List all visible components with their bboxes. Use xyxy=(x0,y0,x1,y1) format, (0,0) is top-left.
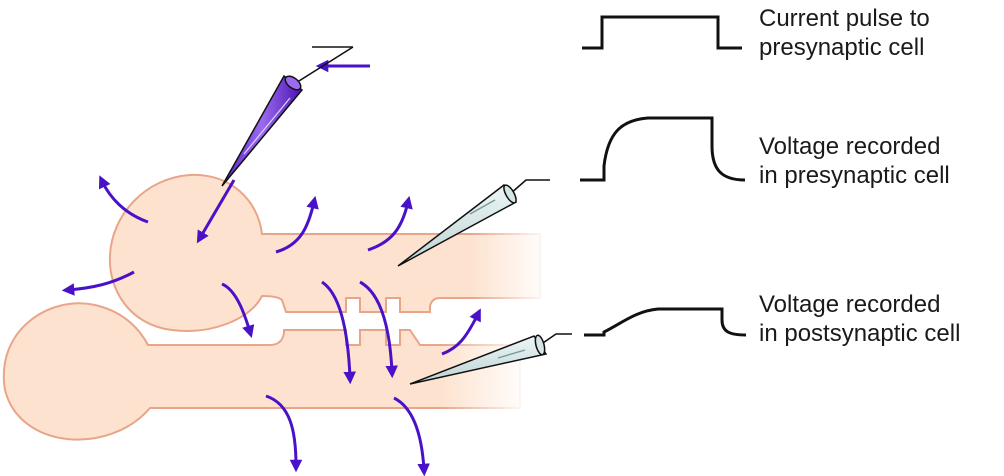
current-arrow xyxy=(441,308,481,356)
current-arrow xyxy=(221,282,255,339)
current-arrow xyxy=(98,175,149,224)
current-arrow xyxy=(393,396,430,476)
postsynaptic-voltage-label-line-2: in postsynaptic cell xyxy=(759,320,961,347)
presynaptic-voltage-trace xyxy=(580,116,746,182)
presynaptic-cell xyxy=(108,173,541,332)
presynaptic-voltage-label-line-2: in presynaptic cell xyxy=(759,162,950,189)
current-arrow xyxy=(61,270,135,296)
current-pulse-label: Current pulse to presynaptic cell xyxy=(759,4,930,62)
postsynaptic-voltage-label-line-1: Voltage recorded xyxy=(759,291,941,318)
current-pulse-label-line-2: presynaptic cell xyxy=(759,34,925,61)
presynaptic-voltage-label-line-1: Voltage recorded xyxy=(759,133,941,160)
current-arrow xyxy=(275,195,319,254)
current-flow-arrows xyxy=(61,59,481,476)
current-arrow xyxy=(196,179,236,244)
postsynaptic-voltage-label: Voltage recorded in postsynaptic cell xyxy=(759,290,960,348)
presynaptic-voltage-label: Voltage recorded in presynaptic cell xyxy=(759,132,950,190)
current-pulse-label-line-1: Current pulse to xyxy=(759,5,930,32)
current-arrow xyxy=(265,394,303,473)
presynaptic-recording-electrode xyxy=(397,179,550,267)
stimulating-electrode xyxy=(221,46,354,187)
postsynaptic-voltage-trace xyxy=(584,307,747,337)
postsynaptic-cell xyxy=(2,302,521,441)
neurite-fade-upper xyxy=(470,228,550,304)
current-pulse-trace xyxy=(582,15,742,50)
current-arrow xyxy=(321,280,357,385)
postsynaptic-recording-electrode xyxy=(409,333,572,385)
current-arrow xyxy=(359,280,398,379)
trace-group xyxy=(580,15,747,337)
current-arrow xyxy=(367,195,413,252)
